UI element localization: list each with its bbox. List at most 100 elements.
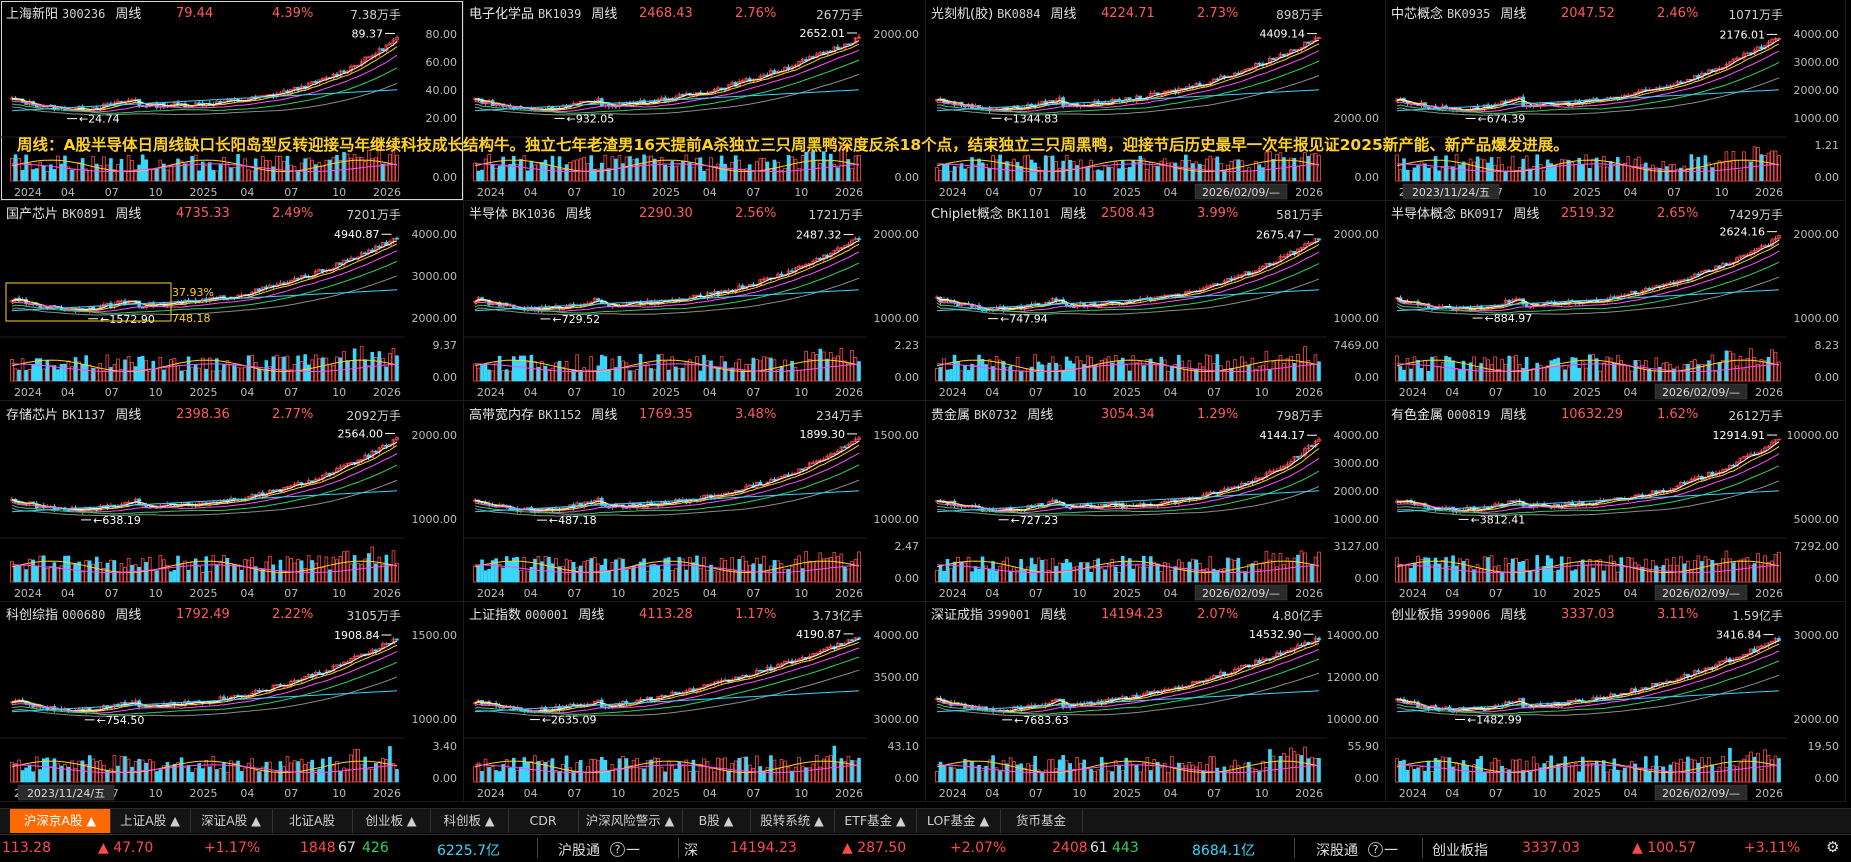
volume-bar	[124, 360, 127, 381]
date-axis-tick: 10	[611, 386, 625, 399]
kline-chart: 4000.003000.002000.009.370.004940.87←157…	[0, 200, 463, 400]
volume-bar	[1153, 166, 1156, 181]
volume-bar	[1715, 163, 1718, 181]
panel-period: 周线	[591, 408, 617, 423]
volume-bar	[113, 755, 116, 782]
panel-volume: 267万手	[816, 6, 863, 23]
date-axis-tick: 2026	[373, 587, 401, 600]
volume-bar	[1160, 572, 1163, 582]
volume-bar	[18, 760, 21, 782]
volume-bar	[1757, 148, 1760, 181]
volume-bar	[780, 760, 783, 782]
volume-bar	[847, 364, 850, 381]
panel-price: 10632.29	[1561, 407, 1623, 422]
volume-bar	[1142, 366, 1145, 381]
date-axis-tick: 2024	[939, 386, 967, 399]
date-axis-tick: 04	[985, 186, 999, 199]
volume-bar	[488, 768, 491, 782]
volume-bar	[1658, 567, 1661, 582]
volume-bar	[629, 569, 632, 582]
date-axis-tick: 04	[1445, 587, 1459, 600]
volume-bar	[1403, 370, 1406, 381]
volume-bar	[180, 758, 183, 782]
panel-code: BK1039	[538, 7, 581, 21]
volume-bar	[1090, 357, 1093, 381]
date-axis-tick: 2024	[939, 587, 967, 600]
volume-bar	[223, 365, 226, 381]
date-axis-tick: 10	[1072, 186, 1086, 199]
volume-bar	[576, 568, 579, 582]
volume-bar	[1771, 151, 1774, 181]
date-axis-tick: 2026	[835, 386, 863, 399]
date-axis-tick: 04	[524, 186, 538, 199]
volume-bar	[1592, 568, 1595, 582]
panel-change-pct: 3.48%	[735, 407, 776, 422]
volume-bar	[812, 353, 815, 381]
volume-bar	[815, 355, 818, 381]
volume-bar	[201, 162, 204, 181]
volume-bar	[297, 559, 300, 582]
volume-bar	[579, 159, 582, 181]
volume-bar	[1704, 364, 1707, 381]
panel-price: 2508.43	[1101, 206, 1155, 221]
volume-bar	[1490, 365, 1493, 381]
volume-bar	[392, 764, 395, 782]
high-price-label: 4409.14	[1260, 28, 1306, 41]
volume-bar	[127, 558, 130, 582]
volume-bar	[565, 559, 568, 582]
moving-average-line	[937, 90, 1319, 111]
volume-bar	[826, 359, 829, 381]
volume-bar	[1739, 171, 1742, 181]
volume-bar	[155, 571, 158, 582]
volume-bar	[484, 364, 487, 381]
volume-bar	[805, 351, 808, 381]
volume-bar	[1307, 156, 1310, 181]
volume-bar	[590, 357, 593, 381]
low-price-label: ←674.39	[1478, 113, 1526, 126]
volume-bar	[124, 567, 127, 582]
volume-bar	[1637, 157, 1640, 181]
volume-bar	[1202, 367, 1205, 381]
low-price-label: ←3812.41	[1471, 513, 1526, 526]
volume-bar	[1722, 360, 1725, 381]
volume-bar	[318, 359, 321, 381]
volume-bar	[240, 167, 243, 181]
volume-bar	[32, 560, 35, 582]
kline-panel-000680[interactable]: 1500.001000.003.400.001908.84←754.502024…	[0, 601, 464, 802]
price-axis-tick: 4000.00	[1794, 28, 1840, 41]
volume-bar	[1262, 365, 1265, 381]
volume-bar	[759, 158, 762, 181]
volume-bar	[141, 356, 144, 381]
volume-bar	[1532, 369, 1535, 381]
candle-body	[572, 704, 575, 705]
volume-bar	[304, 355, 307, 381]
volume-bar	[1483, 358, 1486, 381]
volume-bar	[674, 769, 677, 782]
volume-bar	[1764, 361, 1767, 381]
volume-bar	[1037, 167, 1040, 181]
volume-bar	[1690, 569, 1693, 582]
volume-bar	[1480, 364, 1483, 381]
moving-average-line	[475, 639, 859, 711]
volume-bar	[194, 559, 197, 582]
volume-bar	[381, 565, 384, 582]
date-axis-tick: 10	[1532, 186, 1546, 199]
volume-bar	[152, 571, 155, 582]
volume-bar	[198, 764, 201, 782]
volume-bar	[731, 162, 734, 181]
volume-bar	[957, 557, 960, 582]
volume-bar	[960, 164, 963, 181]
